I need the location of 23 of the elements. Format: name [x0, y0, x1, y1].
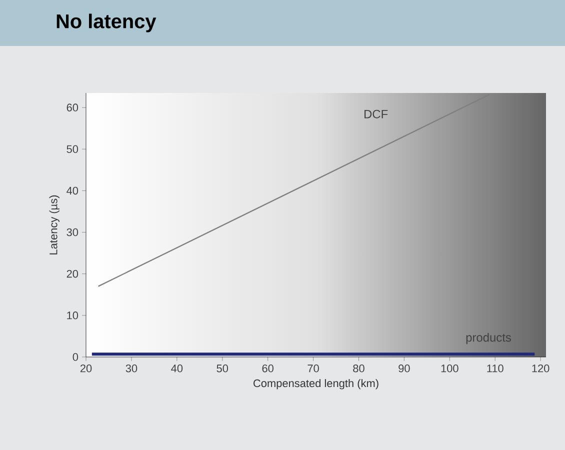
- series-label: products: [466, 332, 511, 344]
- y-tick-label: 50: [66, 145, 78, 153]
- x-tick-label: 120: [532, 364, 550, 372]
- y-tick-label: 20: [66, 270, 78, 278]
- x-axis-title: Compensated length (km): [254, 379, 378, 390]
- x-tick-label: 30: [126, 364, 138, 372]
- x-tick-label: 100: [441, 364, 458, 372]
- x-tick-label: 70: [308, 364, 319, 372]
- y-tick-label: 30: [66, 228, 78, 236]
- chart-title: No latency: [56, 14, 156, 32]
- y-tick-label: 10: [67, 312, 78, 320]
- x-tick-label: 20: [80, 364, 92, 372]
- x-tick-label: 80: [353, 364, 364, 372]
- y-tick-label: 0: [72, 353, 78, 361]
- x-tick-label: 110: [487, 364, 504, 372]
- x-tick-label: 60: [262, 364, 274, 372]
- x-tick-label: 50: [216, 364, 228, 372]
- x-tick-label: 90: [398, 364, 410, 372]
- x-tick-label: 40: [171, 364, 183, 372]
- series-label: DCF: [364, 110, 388, 118]
- y-tick-label: 40: [66, 186, 78, 195]
- y-tick-label: 60: [66, 104, 78, 112]
- y-axis-title: Latency (µs): [49, 195, 60, 254]
